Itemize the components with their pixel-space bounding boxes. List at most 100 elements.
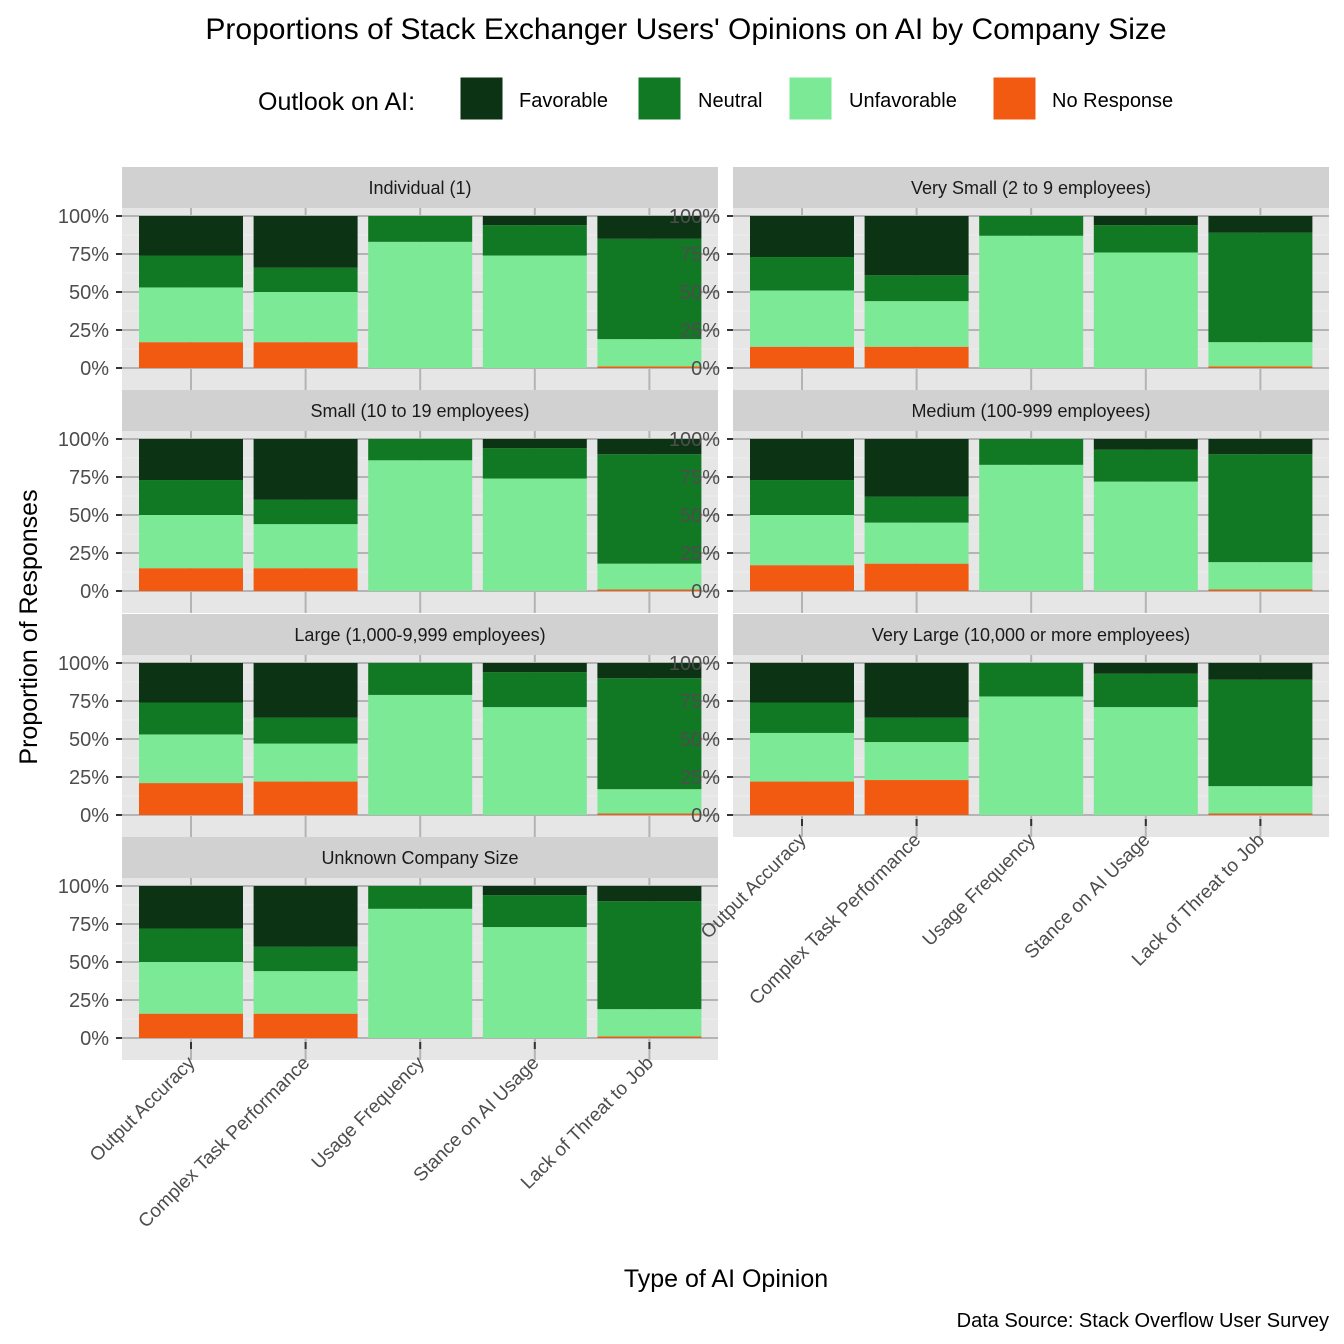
bar-segment-unfavorable: [368, 241, 473, 368]
bar-segment-no-response: [750, 565, 854, 591]
bar-segment-neutral: [597, 238, 702, 340]
x-tick-label: Usage Frequency: [919, 829, 1040, 950]
bar-segment-neutral: [1208, 454, 1313, 563]
bar-segment-favorable: [1208, 216, 1313, 233]
bar-segment-neutral: [1208, 232, 1313, 343]
legend-key-no-response: [992, 76, 1037, 121]
bar-segment-favorable: [597, 663, 702, 679]
bar-segment-unfavorable: [597, 563, 702, 590]
panel-medium-100-999-employees: Medium (100-999 employees) 0% 25% 50% 75% 100…: [669, 390, 1329, 613]
bar-segment-no-response: [864, 563, 969, 591]
bar-segment-neutral: [482, 225, 587, 256]
legend-key-unfavorable: [788, 76, 833, 121]
panel-unknown-company-size: Unknown Company Size 0% 25% 50% 75% 100%: [58, 837, 718, 1060]
legend-title: Outlook on AI:: [258, 88, 415, 116]
bar-segment-favorable: [864, 663, 969, 718]
bar-segment-neutral: [253, 499, 358, 525]
bar-segment-unfavorable: [253, 743, 358, 782]
y-tick-label: 75%: [69, 691, 109, 713]
bar-segment-no-response: [139, 1013, 243, 1038]
y-tick-label: 25%: [680, 320, 720, 342]
bar-segment-no-response: [597, 1036, 702, 1038]
bar-segment-no-response: [253, 781, 358, 815]
y-tick-label: 50%: [680, 505, 720, 527]
y-tick-label: 75%: [69, 467, 109, 489]
panel-strip-label: Large (1,000-9,999 employees): [294, 625, 545, 645]
y-tick-label: 25%: [69, 990, 109, 1012]
legend-key-favorable: [459, 76, 504, 121]
bar-segment-unfavorable: [750, 290, 854, 347]
y-tick-label: 75%: [680, 244, 720, 266]
bar-segment-unfavorable: [597, 1009, 702, 1037]
bar-segment-neutral: [253, 717, 358, 744]
bar-segment-unfavorable: [1093, 707, 1198, 815]
bar-segment-unfavorable: [1093, 252, 1198, 368]
y-tick-label: 100%: [669, 429, 720, 451]
panel-strip-label: Small (10 to 19 employees): [310, 401, 529, 421]
bar-segment-unfavorable: [139, 734, 243, 784]
bar-segment-unfavorable: [750, 515, 854, 566]
bar-segment-unfavorable: [482, 707, 587, 815]
y-tick-label: 75%: [69, 914, 109, 936]
bar-segment-neutral: [750, 480, 854, 515]
y-tick-label: 0%: [80, 358, 109, 380]
panel-strip: [733, 167, 1329, 208]
bar-segment-favorable: [597, 439, 702, 455]
bar-segment-favorable: [253, 439, 358, 500]
bar-segment-neutral: [139, 702, 243, 735]
panel-very-small-2-to-9-employees: Very Small (2 to 9 employees) 0% 25% 50% 75%…: [669, 167, 1329, 390]
bar-segment-neutral: [597, 901, 702, 1010]
legend-key-neutral: [637, 76, 682, 121]
bar-segment-unfavorable: [139, 962, 243, 1014]
y-tick-label: 50%: [69, 952, 109, 974]
bar-segment-favorable: [597, 886, 702, 902]
bar-segment-unfavorable: [368, 908, 473, 1038]
y-tick-label: 50%: [69, 282, 109, 304]
bar-segment-unfavorable: [864, 742, 969, 781]
bar-segment-neutral: [482, 448, 587, 479]
x-tick-label: Stance on AI Usage: [1021, 830, 1155, 964]
y-tick-label: 0%: [80, 805, 109, 827]
bar-segment-unfavorable: [750, 732, 854, 782]
bar-segment-unfavorable: [597, 789, 702, 814]
bar-segment-favorable: [482, 439, 587, 449]
bar-segment-neutral: [979, 663, 1084, 697]
panel-strip-label: Unknown Company Size: [321, 848, 518, 868]
bar-segment-unfavorable: [1208, 786, 1313, 814]
bar-segment-favorable: [1208, 663, 1313, 680]
caption: Data Source: Stack Overflow User Survey: [957, 1310, 1329, 1332]
panel-large-1-000-9-999-employees: Large (1,000-9,999 employees) 0% 25% 50% 75%…: [58, 614, 718, 837]
y-tick-label: 50%: [69, 505, 109, 527]
bar-segment-favorable: [139, 886, 243, 929]
panel-strip: [122, 390, 718, 431]
bar-segment-neutral: [1208, 679, 1313, 787]
panel-strip: [122, 614, 718, 655]
y-tick-label: 0%: [80, 1028, 109, 1050]
y-tick-label: 75%: [680, 691, 720, 713]
legend-label-no-response: No Response: [1052, 90, 1173, 112]
bar-segment-unfavorable: [482, 478, 587, 591]
bar-segment-favorable: [750, 439, 854, 481]
bar-segment-no-response: [139, 342, 243, 368]
y-axis-label: Proportion of Responses: [15, 489, 43, 764]
bar-segment-unfavorable: [253, 971, 358, 1014]
bar-segment-no-response: [1208, 366, 1313, 368]
bar-segment-favorable: [864, 216, 969, 276]
bar-segment-neutral: [750, 702, 854, 733]
bar-segment-unfavorable: [864, 522, 969, 564]
y-tick-label: 100%: [58, 429, 109, 451]
x-tick-label: Output Accuracy: [86, 1052, 200, 1166]
panel-strip-label: Individual (1): [368, 178, 471, 198]
bar-segment-neutral: [979, 439, 1084, 465]
bar-segment-neutral: [139, 255, 243, 288]
bar-segment-neutral: [482, 895, 587, 928]
facet-panels: Individual (1)0%25%50%75%100%Very Small …: [58, 167, 1329, 1060]
y-tick-label: 50%: [680, 282, 720, 304]
bar-segment-favorable: [139, 663, 243, 703]
legend-label-neutral: Neutral: [698, 90, 762, 112]
bar-segment-favorable: [253, 663, 358, 718]
bar-segment-favorable: [482, 216, 587, 226]
y-tick-label: 100%: [669, 653, 720, 675]
bar-segment-unfavorable: [139, 515, 243, 569]
